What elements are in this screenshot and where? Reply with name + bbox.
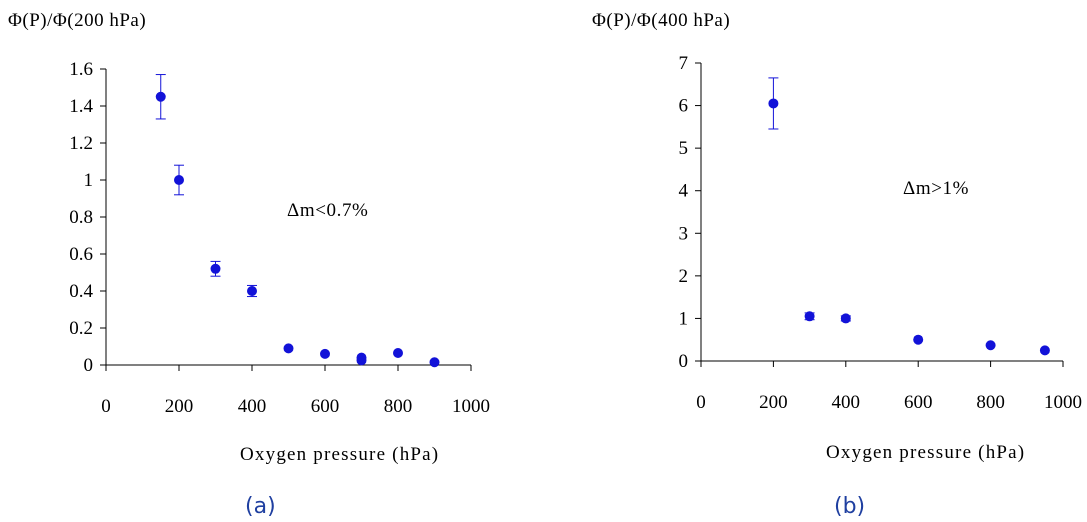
- chart-a-y-tick-label: 1.6: [69, 59, 93, 80]
- chart-a-data-point: [429, 357, 440, 368]
- chart-a-data-point: [210, 263, 221, 274]
- chart-a-data-point: [320, 348, 330, 359]
- chart-a-data-point: [247, 286, 257, 296]
- chart-a-data-point: [356, 355, 367, 366]
- chart-a-x-tick-label: 1000: [452, 396, 490, 417]
- chart-b-data-point: [804, 311, 815, 322]
- chart-b-x-axis-label: Oxygen pressure (hPa): [826, 442, 1025, 463]
- chart-b-y-tick-label: 5: [679, 138, 689, 159]
- chart-b-data-points: [768, 77, 1050, 356]
- chart-a-y-tick-label: 0.4: [69, 281, 93, 302]
- chart-a-y-tick-label: 0: [84, 355, 94, 376]
- chart-b-axes: 0 1 2 3 4 5 6 7 0 200 400 600 800 1000: [679, 53, 1083, 413]
- chart-b-y-tick-label: 0: [679, 351, 689, 372]
- chart-a-y-axis-label: Φ(P)/Φ(200 hPa): [8, 10, 146, 31]
- chart-a-data-points: [155, 74, 440, 368]
- chart-b-x-tick-label: 800: [976, 392, 1005, 413]
- chart-a-y-tick-label: 0.8: [69, 207, 93, 228]
- chart-b-y-tick-label: 4: [679, 181, 689, 202]
- chart-b-y-axis-label: Φ(P)/Φ(400 hPa): [592, 10, 730, 31]
- chart-a-y-tick-label: 1.2: [69, 133, 93, 154]
- chart-a-x-tick-label: 600: [311, 396, 340, 417]
- chart-b-y-tick-label: 7: [679, 53, 689, 74]
- chart-a-x-tick-label: 800: [384, 396, 413, 417]
- chart-a-annotation: Δm<0.7%: [287, 200, 369, 221]
- chart-b-y-tick-label: 6: [679, 96, 689, 117]
- chart-b-x-tick-label: 400: [832, 392, 861, 413]
- chart-a-axes: 0 0.2 0.4 0.6 0.8 1 1.2 1.4 1.6 0 200 400 600 800 1000: [69, 59, 490, 417]
- chart-a-y-tick-label: 0.2: [69, 318, 93, 339]
- chart-b-data-point: [840, 313, 851, 324]
- chart-a-data-point: [174, 175, 184, 185]
- chart-a-x-tick-label: 400: [238, 396, 267, 417]
- chart-a-data-point: [393, 347, 403, 358]
- chart-b-data-point: [985, 340, 996, 351]
- chart-b-x-tick-label: 1000: [1044, 392, 1082, 413]
- chart-b-data-point: [1039, 345, 1050, 356]
- chart-b: Φ(P)/Φ(400 hPa) Δm>1% Oxygen pressure (h…: [592, 10, 1082, 519]
- chart-a-x-tick-label: 0: [101, 396, 111, 417]
- chart-a-y-tick-label: 1: [84, 170, 94, 191]
- chart-a-y-tick-label: 0.6: [69, 244, 93, 265]
- chart-b-y-tick-label: 1: [679, 308, 689, 329]
- chart-b-data-point: [913, 334, 924, 345]
- chart-b-y-tick-label: 3: [679, 223, 689, 244]
- chart-a-x-axis-label: Oxygen pressure (hPa): [240, 444, 439, 465]
- chart-b-panel-label: (b): [834, 494, 865, 519]
- chart-a-x-tick-label: 200: [165, 396, 194, 417]
- chart-a-y-tick-label: 1.4: [69, 96, 93, 117]
- chart-b-data-point: [768, 98, 779, 109]
- chart-b-x-tick-label: 0: [696, 392, 706, 413]
- chart-b-x-tick-label: 200: [759, 392, 788, 413]
- chart-b-annotation: Δm>1%: [903, 178, 969, 199]
- chart-a-data-point: [155, 91, 166, 102]
- chart-a-panel-label: (a): [245, 494, 276, 519]
- chart-b-x-tick-label: 600: [904, 392, 933, 413]
- chart-b-y-tick-label: 2: [679, 266, 689, 287]
- chart-a: Φ(P)/Φ(200 hPa) Δm<0.7% Oxygen pressure …: [8, 10, 490, 519]
- chart-a-data-point: [283, 343, 294, 354]
